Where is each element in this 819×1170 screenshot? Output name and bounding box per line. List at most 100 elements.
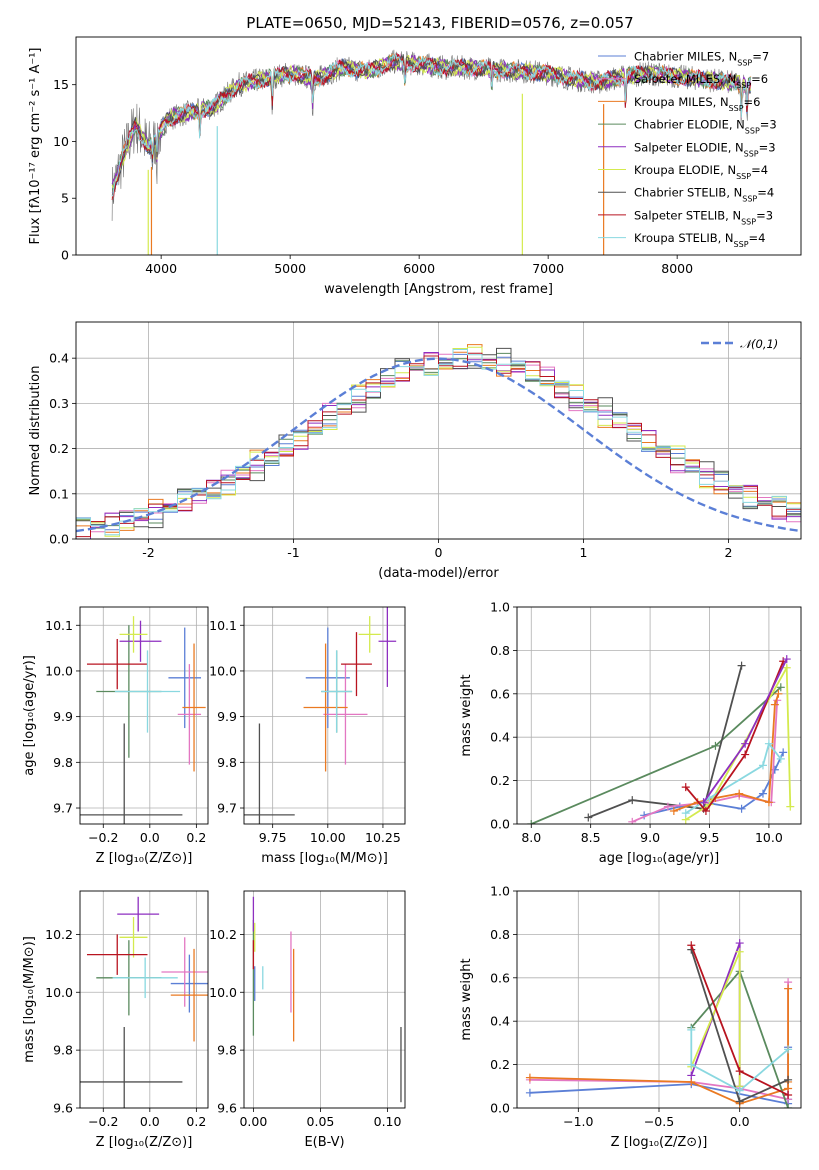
y-tick-label: 0.0	[490, 1101, 510, 1116]
weight-marker	[687, 1071, 696, 1080]
weight-marker	[735, 789, 744, 798]
weight-marker	[782, 655, 791, 664]
weight_vs_Z-lines	[525, 939, 793, 1108]
y-tick-label: 1.0	[490, 600, 510, 615]
y-tick-label: 10.0	[45, 985, 73, 1000]
weight-marker	[758, 789, 767, 798]
weight-marker	[782, 663, 791, 672]
histogram-ss	[76, 352, 801, 538]
weight-marker	[784, 984, 793, 993]
x-tick-label: 0.0	[140, 830, 160, 845]
x-tick-label: 0.05	[307, 1114, 335, 1129]
axes-frame	[79, 890, 209, 1109]
y-tick-label: 10.2	[45, 927, 73, 942]
spectrum-axes: 4000 5000 6000 7000 8000 0 5 10 15 wavelength [An…	[28, 48, 693, 298]
weight-marker	[735, 1097, 744, 1106]
legend-label: 𝒩(0,1)	[740, 337, 778, 351]
axes-frame	[516, 890, 802, 1109]
age_vs_Z-axes: −0.2 0.0 0.2 9.7 9.8 9.9 10.0 10.1 Z [log₁₀(Z/Z⊙…	[22, 607, 208, 866]
model-fit-ks	[111, 53, 751, 198]
x-tick-label: 9.75	[259, 830, 287, 845]
y-axis-label: mass weight	[459, 958, 474, 1040]
weight-marker	[737, 661, 746, 670]
y-tick-label: 10.0	[209, 663, 237, 678]
y-tick-label: 10.2	[209, 927, 237, 942]
y-tick-label: 0.8	[490, 927, 510, 942]
legend-label: Salpeter ELODIE, NSSP=3	[634, 140, 776, 158]
y-tick-label: 9.6	[217, 1101, 237, 1116]
y-tick-label: 0.0	[490, 817, 510, 832]
y-tick-label: 0.8	[490, 643, 510, 658]
weight-marker	[525, 1088, 534, 1097]
x-tick-label: 0.2	[186, 1114, 206, 1129]
weight-marker	[770, 765, 779, 774]
x-tick-label: −0.2	[88, 1114, 118, 1129]
weight-marker	[741, 739, 750, 748]
x-tick-label: 0.0	[140, 1114, 160, 1129]
weight-marker	[681, 783, 690, 792]
weight-marker	[687, 1060, 696, 1069]
x-tick-label: −0.5	[644, 1114, 674, 1129]
model-fit-ss	[111, 52, 752, 200]
y-tick-label: 9.9	[217, 709, 237, 724]
weight-marker	[681, 809, 690, 818]
figure-title: PLATE=0650, MJD=52143, FIBERID=0576, z=0…	[246, 14, 633, 32]
weight-marker	[711, 741, 720, 750]
y-tick-label: 9.7	[53, 801, 73, 816]
legend-label: Salpeter STELIB, NSSP=3	[634, 208, 773, 226]
x-tick-label: -2	[142, 545, 154, 560]
spectrum-plot	[111, 49, 752, 255]
x-tick-label: 0.00	[239, 1114, 267, 1129]
y-tick-label: 0.6	[490, 970, 510, 985]
y-tick-label: 10.0	[45, 663, 73, 678]
weight-marker	[770, 700, 779, 709]
weight-marker	[784, 1045, 793, 1054]
weight-marker	[764, 798, 773, 807]
weight-marker	[527, 820, 536, 824]
x-axis-label: Z [log₁₀(Z/Z⊙)]	[96, 851, 193, 866]
y-tick-label: 15	[53, 77, 69, 92]
legend-label: Kroupa MILES, NSSP=6	[634, 95, 760, 113]
y-tick-label: 0.1	[49, 486, 69, 501]
y-tick-label: 1.0	[490, 884, 510, 899]
weight-marker	[779, 748, 788, 757]
x-tick-label: 10.25	[365, 830, 401, 845]
y-axis-label: Flux [fλ10⁻¹⁷ erg cm⁻² s⁻¹ A⁻¹]	[28, 48, 43, 245]
x-tick-label: 10.00	[310, 830, 346, 845]
y-tick-label: 10.1	[45, 618, 73, 633]
weight-marker	[764, 739, 773, 748]
weight-marker	[735, 1067, 744, 1076]
weight-marker	[735, 1086, 744, 1095]
x-axis-label: Z [log₁₀(Z/Z⊙)]	[96, 1135, 193, 1150]
weight-marker	[784, 1075, 793, 1084]
weight-marker	[776, 754, 785, 763]
x-tick-label: 6000	[403, 261, 435, 276]
y-tick-label: 5	[61, 191, 69, 206]
x-tick-label: 2	[725, 545, 733, 560]
legend-label: Chabrier ELODIE, NSSP=3	[634, 118, 777, 136]
weight-marker	[699, 798, 708, 807]
weight_vs_age-lines	[527, 655, 795, 824]
age_vs_mass-points	[244, 607, 397, 824]
weight_vs_age-axes: 8.0 8.5 9.0 9.5 10.0 0.0 0.2 0.4 0.6 0.8 1.0 age [l…	[459, 600, 801, 866]
age_vs_mass-axes: 9.75 10.00 10.25 9.7 9.8 9.9 10.0 10.1 mass [log…	[209, 607, 405, 866]
weight-marker	[584, 813, 593, 822]
axes-frame	[75, 321, 802, 540]
weight-marker	[774, 689, 783, 698]
weight-marker	[735, 947, 744, 956]
histogram-cm	[76, 353, 801, 531]
weight-marker	[741, 750, 750, 759]
y-tick-label: 0.4	[490, 1014, 510, 1029]
weight-marker	[701, 806, 710, 815]
x-tick-label: 9.0	[640, 830, 660, 845]
weight-marker	[758, 761, 767, 770]
weight-marker	[735, 939, 744, 948]
y-tick-label: 0.6	[490, 686, 510, 701]
weight-marker	[776, 683, 785, 692]
y-tick-label: 9.9	[53, 709, 73, 724]
x-tick-label: 0	[435, 545, 443, 560]
x-tick-label: 4000	[145, 261, 177, 276]
mass_vs_EBV-points	[252, 896, 402, 1103]
mass_vs_EBV-axes: 0.00 0.05 0.10 9.6 9.8 10.0 10.2 E(B-V)	[209, 891, 405, 1150]
y-tick-label: 0.3	[49, 396, 69, 411]
